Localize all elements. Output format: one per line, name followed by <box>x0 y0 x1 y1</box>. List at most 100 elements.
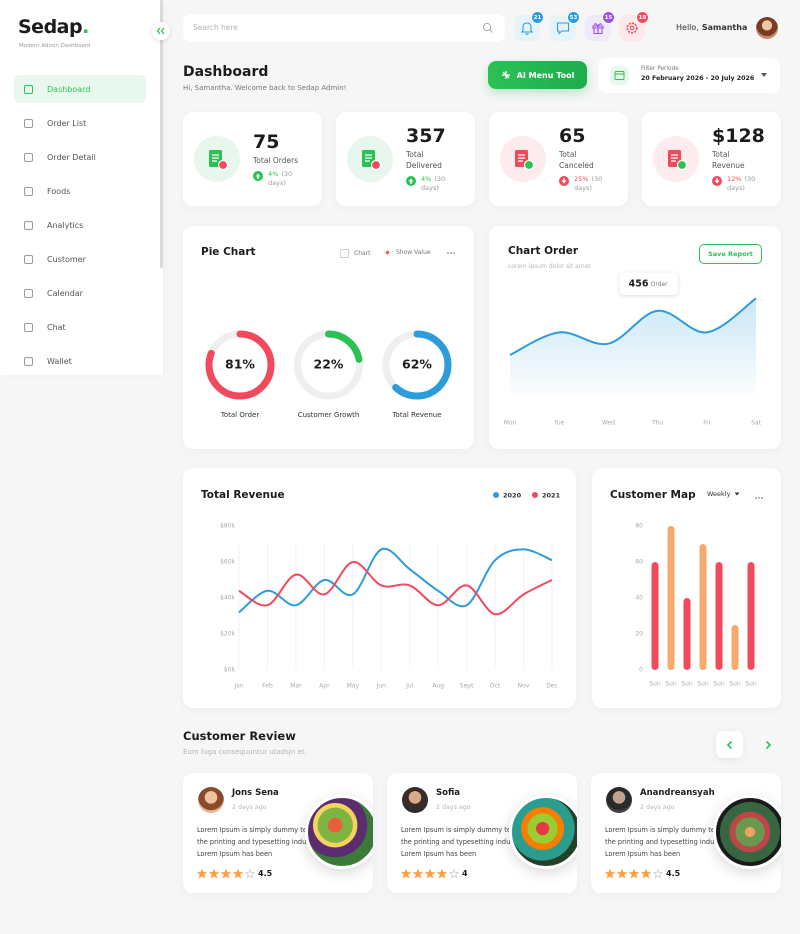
menu-item[interactable]: Chat <box>14 313 146 341</box>
star <box>197 869 208 879</box>
bell <box>520 22 534 35</box>
more-icon[interactable] <box>754 495 766 501</box>
menu-item[interactable]: Analytics <box>14 211 146 239</box>
star <box>628 869 640 879</box>
menu-icon-shape <box>24 84 33 94</box>
collapse-button[interactable] <box>152 22 170 40</box>
caret <box>734 492 740 496</box>
menu-icon-shape <box>24 288 33 298</box>
document-lines <box>365 154 372 162</box>
reviewer-avatar <box>402 787 428 813</box>
radio[interactable] <box>384 249 391 256</box>
next-button[interactable] <box>754 731 781 758</box>
reviewer-name: Anandreansyah <box>640 788 715 798</box>
stat-icon <box>347 136 393 182</box>
star <box>616 869 628 879</box>
prev-button[interactable] <box>716 731 743 758</box>
menu-item[interactable]: Calendar <box>14 279 146 307</box>
menu-item[interactable]: Foods <box>14 177 146 205</box>
chart-option[interactable]: Chart <box>340 249 371 258</box>
reviewer-avatar <box>606 787 632 813</box>
menu-label: Order Detail <box>47 152 96 162</box>
arrow <box>408 178 414 184</box>
dot <box>755 497 757 499</box>
menu-icon-shape <box>24 220 33 230</box>
sidebar: Sedap. Modern Admin Dashboard Dashboard O… <box>0 0 163 375</box>
stat-change: 4% (30 days) <box>253 170 319 188</box>
bell-icon <box>520 22 534 35</box>
bubble <box>556 22 570 35</box>
pie-chart-title: Pie Chart <box>201 246 256 258</box>
review-text: Lorem Ipsum is simply dummy text of the … <box>197 826 322 858</box>
badge: 15 <box>602 11 615 24</box>
logo-text: Sedap <box>18 16 83 38</box>
stat-change: 4% (30 days) <box>406 175 472 193</box>
menu-item[interactable]: Dashboard <box>14 75 146 103</box>
radio-dot <box>386 251 389 254</box>
menu-label: Dashboard <box>47 84 91 94</box>
trend-arrow <box>714 178 720 184</box>
status-dot <box>370 159 382 171</box>
menu-item[interactable]: Wallet <box>14 347 146 375</box>
total-revenue-title: Total Revenue <box>201 489 285 501</box>
checkbox[interactable] <box>340 249 349 258</box>
user-avatar[interactable] <box>756 17 778 39</box>
menu-icon <box>24 152 33 162</box>
scrollbar[interactable] <box>160 0 163 268</box>
change-text: 25% (30 days) <box>574 175 618 193</box>
chart-order-card: Chart Order Lorem ipsum dolor sit amet S… <box>489 226 781 449</box>
stat-label: Total Canceled <box>559 150 594 170</box>
calendar-icon <box>610 66 629 85</box>
reviewer-name: Sofia <box>436 788 460 798</box>
star <box>208 869 220 879</box>
stat-body: $128 Total Revenue 12% (30 days) <box>712 112 778 206</box>
arrow <box>726 740 732 749</box>
stat-icon <box>500 136 546 182</box>
trend-arrow <box>255 173 261 179</box>
dot <box>450 252 452 254</box>
more-icon[interactable] <box>446 250 458 256</box>
chart-option-label: Chart <box>354 250 371 257</box>
rating-value: 4.5 <box>666 869 681 878</box>
stat-change: 12% (30 days) <box>712 175 778 193</box>
status-dot <box>523 159 535 171</box>
stat-value: 357 <box>406 125 446 147</box>
customer-map-card: Customer Map Weekly <box>592 468 781 708</box>
stat-card: 357 Total Delivered 4% (30 days) <box>336 112 475 206</box>
menu-item[interactable]: Order List <box>14 109 146 137</box>
menu-icon <box>24 322 33 332</box>
customer-map-title: Customer Map <box>610 489 696 501</box>
period-select[interactable]: Weekly <box>707 490 740 498</box>
rating-value: 4.5 <box>258 869 273 878</box>
search-box[interactable]: Search here <box>183 14 505 42</box>
menu-icon <box>24 220 33 230</box>
menu-item[interactable]: Customer <box>14 245 146 273</box>
food-image <box>509 795 577 869</box>
user-name: Samantha <box>701 23 748 32</box>
review-time: 2 days ago <box>640 804 675 811</box>
dot <box>453 252 455 254</box>
star <box>652 869 664 879</box>
filter-period[interactable]: Filter Periode 20 February 2026 - 20 Jul… <box>598 58 780 93</box>
food-image <box>713 795 781 869</box>
status-dot <box>217 159 229 171</box>
menu-icon-shape <box>24 356 33 366</box>
star <box>412 869 424 879</box>
save-report-button[interactable]: Save Report <box>699 244 762 264</box>
menu-item[interactable]: Order Detail <box>14 143 146 171</box>
filter-value: 20 February 2026 - 20 July 2026 <box>641 75 755 82</box>
total-revenue-card: Total Revenue <box>183 468 576 708</box>
trend-icon <box>712 176 722 186</box>
star <box>605 869 616 879</box>
arrow <box>561 178 567 184</box>
stat-icon-graphic <box>362 150 382 171</box>
handle <box>489 29 493 33</box>
menu-label: Chat <box>47 322 66 332</box>
ai-menu-button[interactable]: AI Menu Tool <box>488 61 587 89</box>
period-caret <box>734 492 740 496</box>
rating-value: 4 <box>462 869 468 878</box>
show-value-option[interactable]: Show Value <box>384 249 431 256</box>
stat-label: Total Revenue <box>712 150 745 170</box>
change-text: 4% (30 days) <box>268 170 312 188</box>
change-percent: 4% <box>421 175 432 183</box>
